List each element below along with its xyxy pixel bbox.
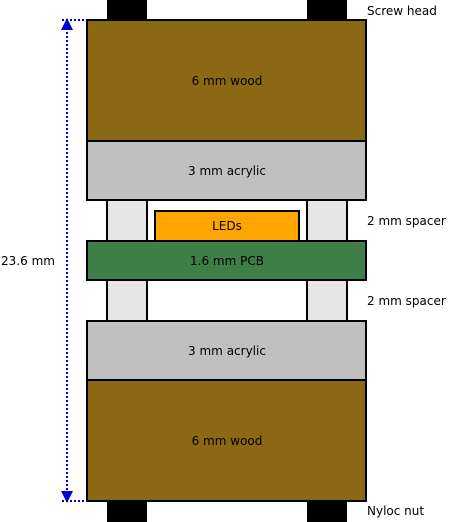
spacer-top-label: 2 mm spacer: [367, 214, 446, 228]
bottom-wood-layer: [86, 379, 367, 502]
nyloc-nut-left: [107, 501, 147, 522]
screw-head-right: [307, 0, 347, 21]
top-acrylic-label: 3 mm acrylic: [188, 164, 266, 178]
spacer-top-left: [106, 199, 148, 242]
bottom-acrylic-label: 3 mm acrylic: [188, 344, 266, 358]
pcb-layer: [86, 240, 367, 281]
screw-head-label: Screw head: [367, 4, 437, 18]
pcb-label: 1.6 mm PCB: [190, 254, 264, 268]
bottom-wood-label: 6 mm wood: [192, 434, 263, 448]
nyloc-nut-label: Nyloc nut: [367, 504, 424, 518]
spacer-top-right: [306, 199, 348, 242]
top-wood-layer: [86, 19, 367, 142]
spacer-bottom-label: 2 mm spacer: [367, 294, 446, 308]
screw-head-left: [107, 0, 147, 21]
spacer-bottom-left: [106, 279, 148, 322]
leds-label: LEDs: [212, 219, 242, 233]
top-wood-label: 6 mm wood: [192, 74, 263, 88]
nyloc-nut-right: [307, 501, 347, 522]
top-acrylic-layer: [86, 140, 367, 201]
total-height-label: 23.6 mm: [1, 254, 55, 268]
spacer-bottom-right: [306, 279, 348, 322]
